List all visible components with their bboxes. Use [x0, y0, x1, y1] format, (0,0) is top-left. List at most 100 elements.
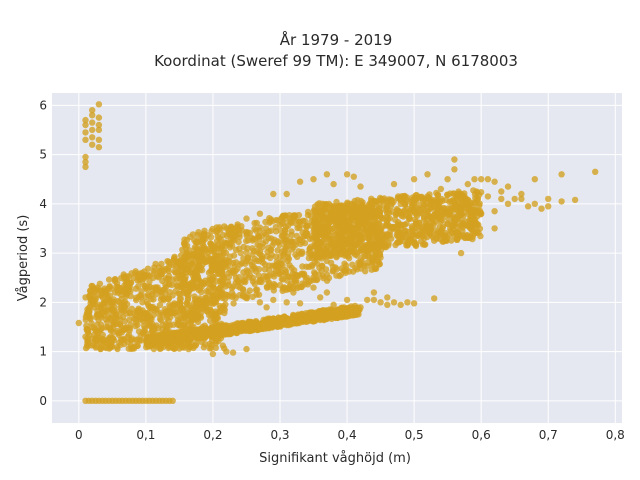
data-point — [255, 235, 263, 243]
data-point — [292, 241, 300, 248]
data-point — [356, 233, 363, 241]
data-point — [325, 204, 333, 212]
data-point — [451, 156, 458, 163]
data-point — [151, 269, 158, 277]
data-point — [385, 209, 393, 217]
data-point — [311, 203, 319, 210]
data-point — [171, 302, 178, 310]
data-point — [265, 266, 273, 274]
data-point — [243, 294, 250, 301]
data-point — [89, 134, 96, 141]
data-point — [165, 295, 172, 302]
y-tick-label: 2 — [39, 295, 47, 309]
data-point — [305, 254, 313, 262]
data-point — [89, 282, 96, 290]
data-point — [177, 252, 185, 259]
data-point — [317, 240, 325, 248]
data-point — [422, 207, 429, 215]
data-point — [369, 255, 376, 262]
data-point — [316, 227, 323, 234]
data-point — [270, 287, 277, 294]
data-point — [170, 321, 177, 328]
data-point — [89, 126, 96, 134]
data-point — [376, 204, 383, 211]
data-point — [88, 342, 95, 349]
data-point — [330, 203, 337, 210]
data-point — [279, 262, 286, 269]
data-point — [101, 304, 108, 311]
data-point — [160, 297, 167, 304]
data-point — [75, 319, 83, 327]
data-point — [394, 195, 401, 202]
data-point — [333, 272, 340, 279]
data-point — [368, 195, 375, 202]
data-point — [203, 308, 211, 315]
data-point — [393, 205, 401, 213]
data-point — [498, 195, 505, 203]
data-point — [538, 205, 545, 212]
chart-title-line1: År 1979 - 2019 — [280, 30, 393, 49]
data-point — [362, 216, 369, 223]
data-point — [331, 217, 338, 225]
data-point — [460, 212, 467, 219]
data-point — [203, 296, 210, 304]
data-point — [214, 323, 221, 330]
x-tick-label: 0,2 — [203, 428, 222, 442]
data-point — [296, 178, 304, 185]
data-point — [341, 202, 348, 209]
data-point — [353, 214, 360, 221]
data-point — [376, 211, 383, 218]
data-point — [329, 263, 337, 270]
data-point — [434, 191, 441, 198]
data-point — [131, 310, 138, 318]
data-point — [110, 324, 117, 331]
data-point — [185, 301, 193, 308]
data-point — [273, 216, 280, 224]
data-point — [257, 251, 264, 258]
data-point — [217, 252, 224, 259]
data-point — [225, 269, 232, 277]
data-point — [249, 274, 257, 282]
data-point — [323, 308, 330, 315]
data-point — [290, 289, 297, 296]
data-point — [370, 289, 378, 296]
data-point — [330, 301, 337, 308]
data-point — [82, 129, 89, 136]
data-point — [343, 296, 351, 304]
data-point — [461, 234, 468, 241]
data-point — [334, 227, 342, 234]
data-point — [247, 320, 254, 327]
data-point — [193, 331, 201, 338]
data-point — [144, 265, 152, 272]
data-point — [291, 267, 298, 274]
data-point — [474, 196, 481, 203]
data-point — [391, 216, 399, 223]
data-point — [457, 190, 465, 198]
data-point — [235, 238, 242, 246]
data-point — [125, 331, 133, 338]
data-point — [297, 250, 304, 257]
data-point — [148, 316, 155, 323]
data-point — [345, 255, 353, 262]
data-point — [123, 324, 130, 331]
data-point — [136, 315, 143, 322]
data-point — [122, 274, 129, 281]
data-point — [376, 229, 383, 236]
data-point — [137, 291, 144, 299]
data-point — [302, 229, 309, 236]
data-point — [95, 114, 103, 121]
data-point — [592, 168, 599, 175]
data-point — [200, 234, 207, 241]
data-point — [267, 227, 275, 234]
data-point — [167, 313, 174, 321]
data-point — [249, 245, 256, 252]
data-point — [316, 246, 323, 253]
data-point — [92, 335, 100, 342]
data-point — [301, 281, 308, 288]
data-point — [352, 241, 360, 248]
data-point — [272, 228, 280, 235]
data-point — [267, 254, 274, 262]
data-point — [365, 235, 372, 242]
data-point — [95, 144, 103, 151]
data-point — [95, 121, 103, 129]
